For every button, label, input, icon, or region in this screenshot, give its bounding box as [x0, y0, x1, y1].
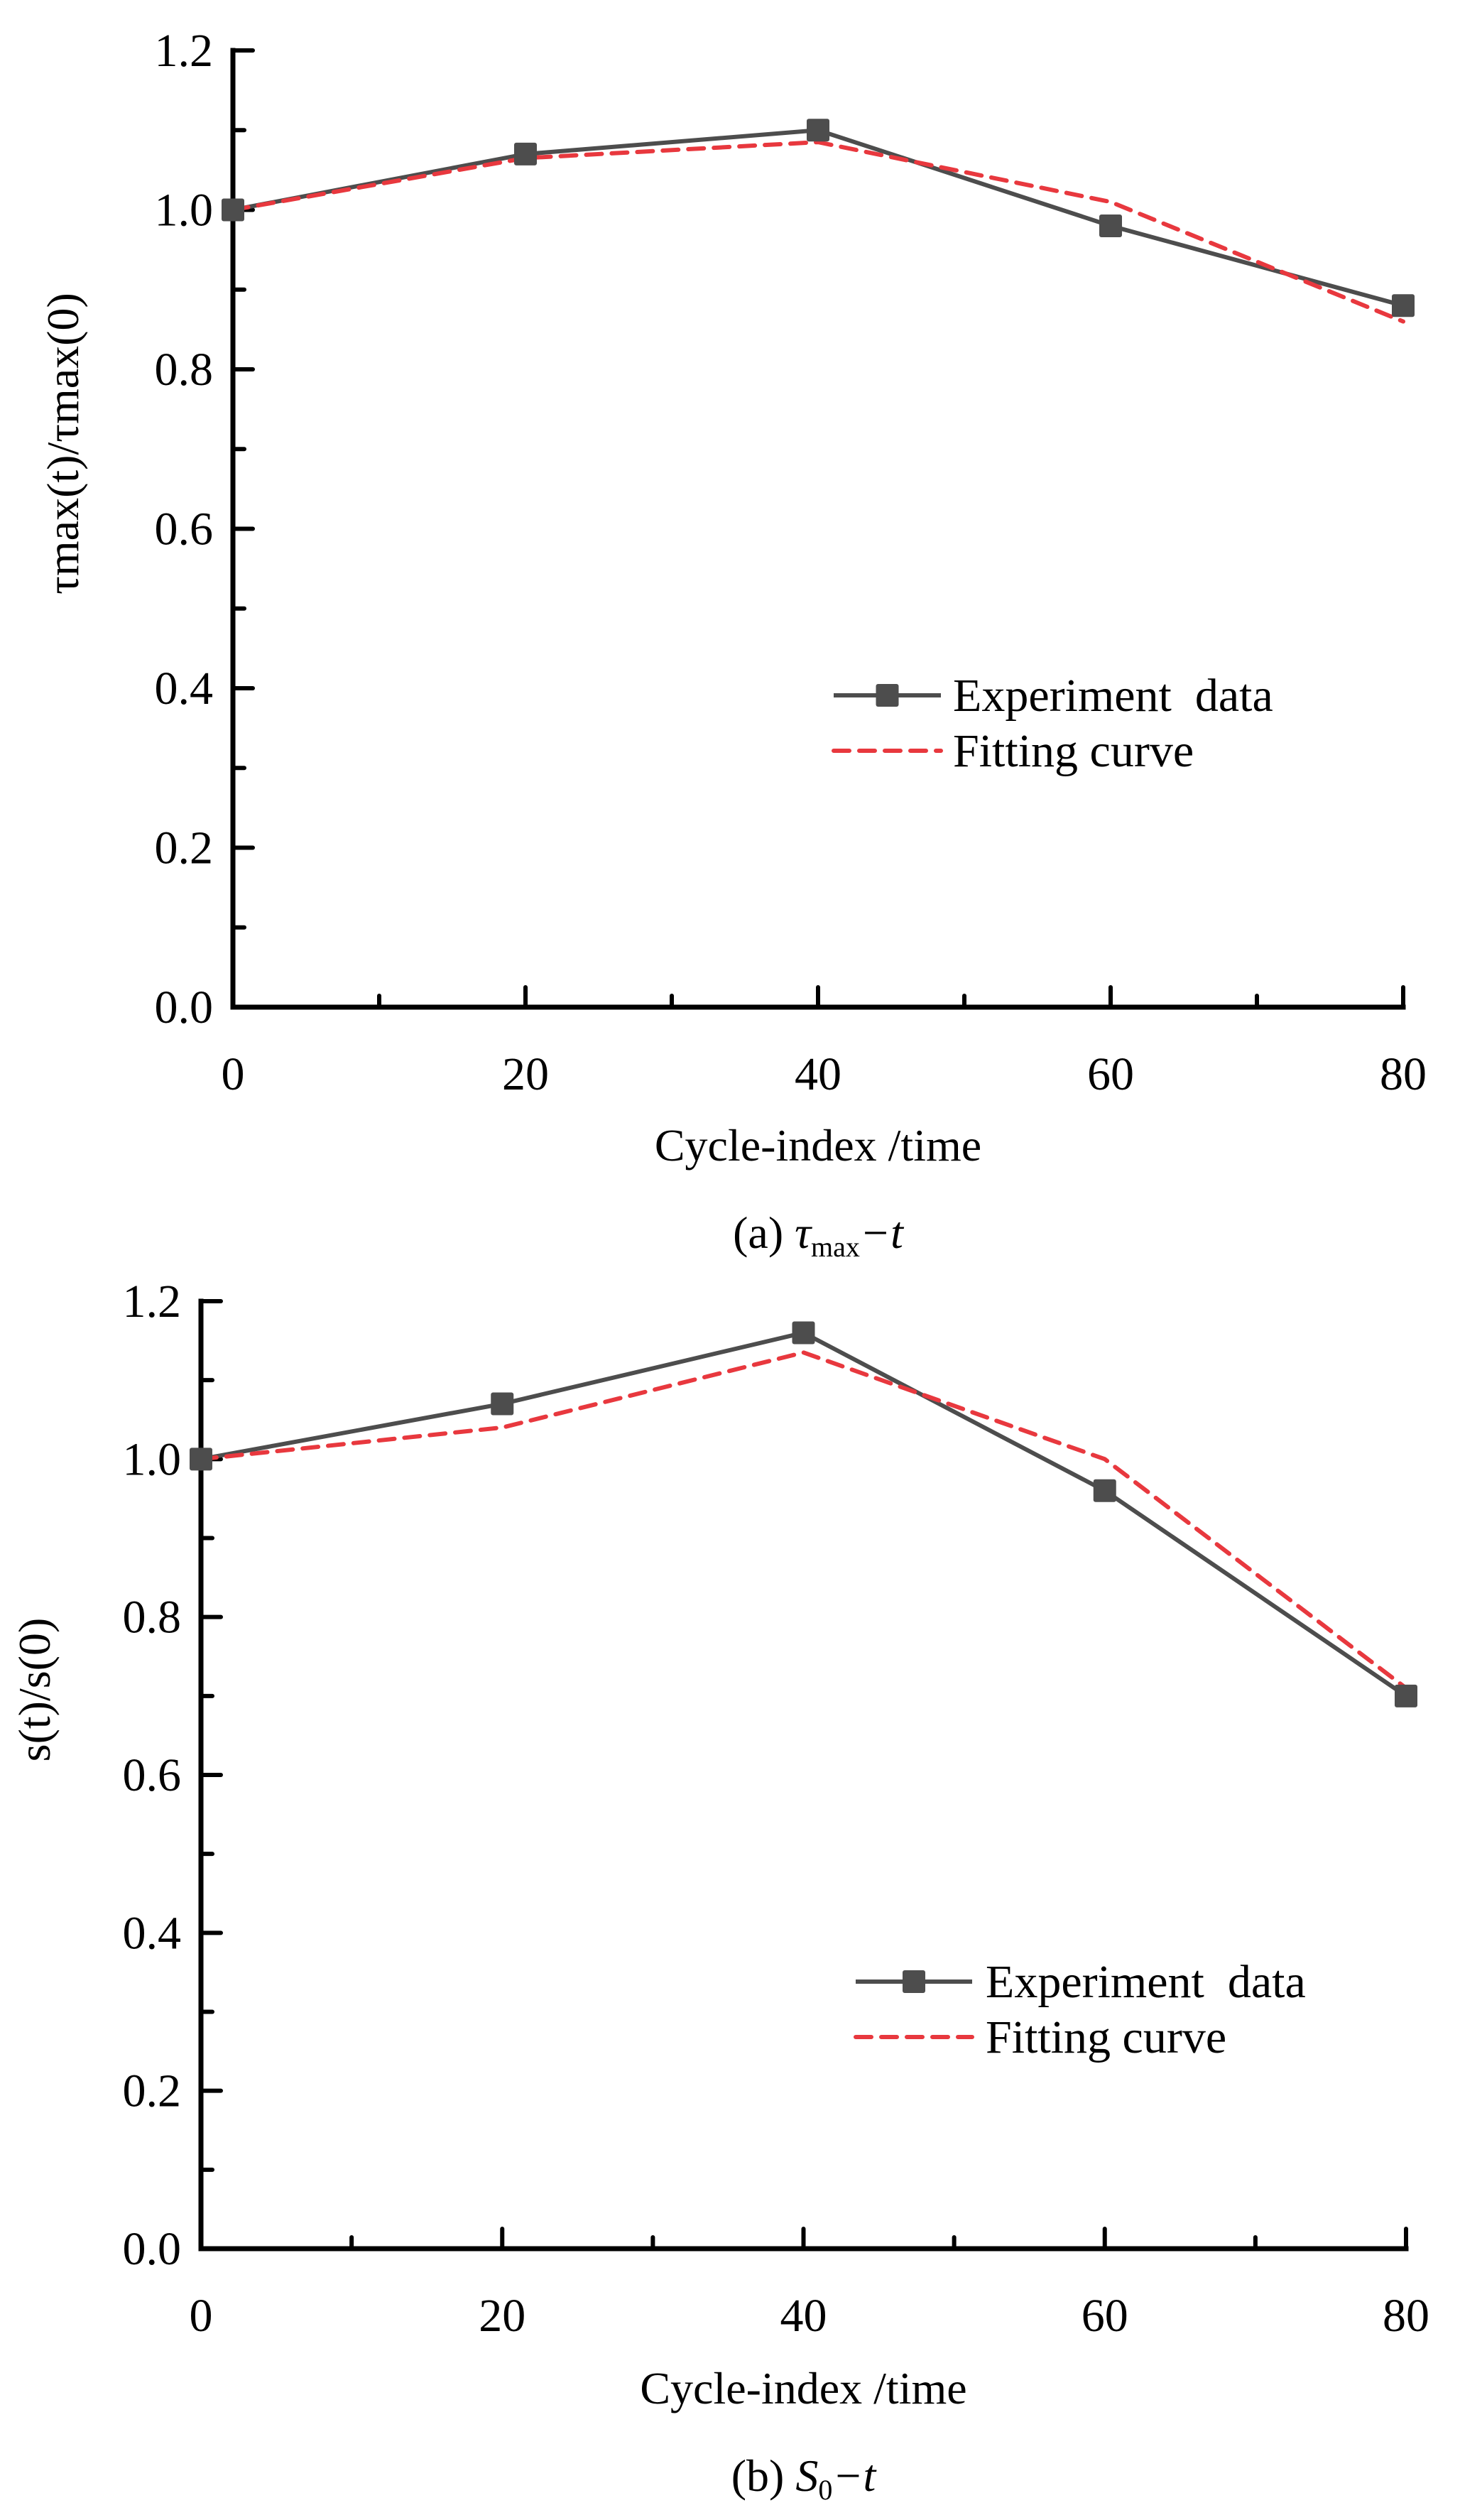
y-tick-label: 1.0 — [123, 1433, 182, 1485]
x-axis-title: Cycle-index /time — [655, 1120, 981, 1171]
chart-panel-a: 0.0 0.2 0.4 0.6 0.8 1.0 1.2 0 20 40 60 80 Cycle-inde… — [38, 25, 1427, 1263]
x-tick-label: 20 — [502, 1048, 549, 1100]
experiment-data-point — [491, 1392, 514, 1416]
x-tick-label: 0 — [190, 2290, 213, 2342]
experiment-data-point — [1093, 1479, 1116, 1502]
experiment-data-point — [1099, 214, 1122, 237]
legend-fitting-label: Fitting curve — [953, 725, 1194, 777]
x-tick-label: 60 — [1082, 2290, 1128, 2342]
x-tick-label: 60 — [1087, 1048, 1134, 1100]
y-axis-title: τmax(t)/τmax(0) — [38, 293, 88, 594]
legend-experiment-label: Experiment data — [986, 1956, 1306, 2008]
y-axis-title: s(t)/s(0) — [9, 1618, 60, 1762]
y-tick-label: 0.8 — [155, 344, 214, 396]
x-axis-title: Cycle-index /time — [640, 2363, 966, 2413]
y-tick-label: 0.6 — [155, 504, 214, 555]
x-tick-label: 0 — [222, 1048, 245, 1100]
y-tick-label: 0.6 — [123, 1749, 182, 1801]
x-tick-label: 20 — [479, 2290, 525, 2342]
experiment-data-point — [1395, 1684, 1417, 1707]
x-tick-label: 80 — [1383, 2290, 1429, 2342]
y-tick-label: 0.8 — [123, 1592, 182, 1644]
fitting-curve-line — [199, 1350, 1408, 1690]
x-tick-label: 40 — [780, 2290, 827, 2342]
legend-experiment-marker — [876, 684, 899, 707]
y-tick-label: 0.4 — [123, 1907, 182, 1959]
experiment-data-point — [222, 198, 244, 222]
experiment-data-point — [190, 1448, 212, 1471]
experiment-data-line — [232, 128, 1404, 308]
experiment-data-point — [792, 1321, 815, 1345]
experiment-data-point — [1392, 294, 1415, 317]
fitting-curve-line — [231, 140, 1405, 324]
y-tick-label: 1.0 — [155, 185, 214, 237]
legend-fitting-label: Fitting curve — [986, 2011, 1226, 2063]
experiment-data-point — [514, 142, 537, 165]
y-tick-label: 0.2 — [123, 2065, 182, 2117]
legend-experiment-label: Experiment data — [953, 670, 1273, 722]
y-tick-label: 1.2 — [123, 1276, 182, 1327]
experiment-data-point — [807, 119, 829, 142]
panel-caption: (a) τmax−t — [733, 1207, 905, 1263]
panel-caption: (b) S0−t — [731, 2450, 878, 2506]
y-tick-label: 0.0 — [155, 982, 214, 1033]
legend-experiment-marker — [903, 1970, 925, 1993]
y-tick-label: 1.2 — [155, 25, 214, 77]
chart-panel-b: 0.0 0.2 0.4 0.6 0.8 1.0 1.2 0 20 40 60 80 Cycle-inde… — [9, 1276, 1429, 2506]
x-tick-label: 40 — [795, 1048, 841, 1100]
y-tick-label: 0.2 — [155, 822, 214, 874]
x-tick-label: 80 — [1380, 1048, 1427, 1100]
y-tick-label: 0.4 — [155, 663, 214, 715]
y-tick-label: 0.0 — [123, 2223, 182, 2275]
experiment-data-line — [200, 1330, 1407, 1698]
